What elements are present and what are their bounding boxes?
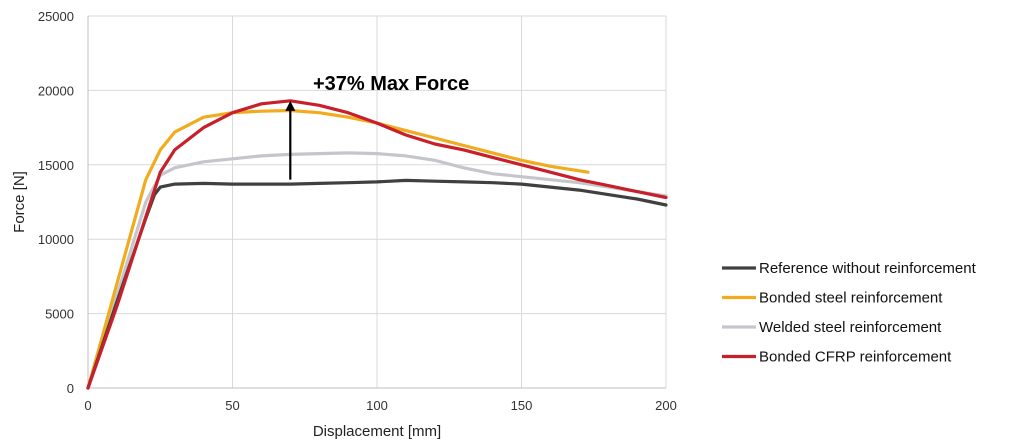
- x-tick-label: 150: [511, 398, 533, 413]
- y-tick-label: 0: [67, 381, 74, 396]
- y-tick-label: 15000: [38, 158, 74, 173]
- x-tick-label: 50: [225, 398, 239, 413]
- annotation-arrowhead: [285, 100, 296, 111]
- x-tick-label: 200: [655, 398, 677, 413]
- series-line-3: [86, 151, 668, 390]
- annotation: +37% Max Force: [285, 73, 469, 180]
- legend-label: Welded steel reinforcement: [759, 319, 942, 336]
- series-line-4: [86, 99, 668, 390]
- y-axis-title: Force [N]: [11, 171, 28, 233]
- y-tick-label: 25000: [38, 9, 74, 24]
- legend-label: Bonded steel reinforcement: [759, 290, 943, 307]
- legend: Reference without reinforcement Bonded st…: [722, 260, 977, 366]
- y-tick-label: 20000: [38, 83, 74, 98]
- legend-label: Reference without reinforcement: [759, 260, 977, 277]
- x-tick-label: 100: [366, 398, 388, 413]
- annotation-label: +37% Max Force: [313, 73, 469, 95]
- y-tick-label: 5000: [45, 307, 74, 322]
- x-axis-title: Displacement [mm]: [313, 423, 441, 440]
- legend-label: Bonded CFRP reinforcement: [759, 349, 952, 366]
- y-tick-label: 10000: [38, 232, 74, 247]
- x-tick-label: 0: [84, 398, 91, 413]
- axes: 0 50 100 150 200 0 5000 10000 15000 20000 25000: [38, 9, 677, 413]
- grid: [87, 15, 667, 389]
- series-line-1: [86, 178, 668, 390]
